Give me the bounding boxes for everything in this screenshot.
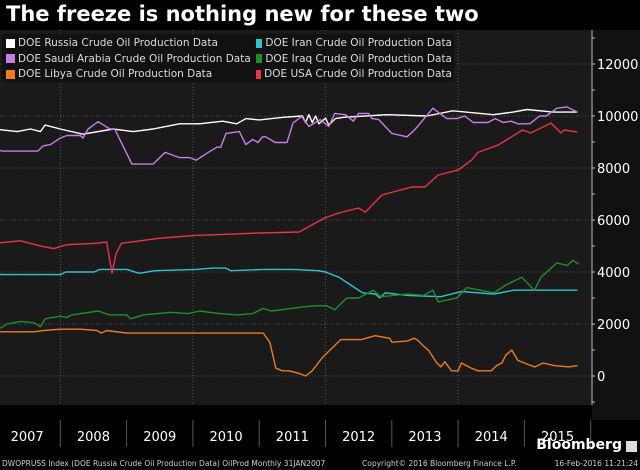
legend-swatch bbox=[256, 38, 263, 48]
y-tick-label: 4000 bbox=[597, 266, 630, 281]
axis-area bbox=[592, 30, 640, 420]
legend-label: DOE USA Crude Oil Production Data bbox=[264, 68, 452, 81]
series-line-libya bbox=[0, 328, 578, 377]
legend-item-iraq: DOE Iraq Crude Oil Production Data bbox=[252, 52, 452, 66]
footer-timestamp: 16-Feb-2016 11:21:24 bbox=[554, 459, 638, 468]
legend-label: DOE Russia Crude Oil Production Data bbox=[18, 37, 218, 49]
x-tick-label: 2009 bbox=[143, 430, 176, 445]
footer-copyright: Copyright© 2016 Bloomberg Finance L.P. bbox=[362, 459, 517, 468]
series-line-usa bbox=[0, 122, 578, 274]
footer-source: DWOPRUSS Index (DOE Russia Crude Oil Pro… bbox=[2, 459, 326, 468]
legend-swatch bbox=[6, 38, 15, 48]
legend-swatch bbox=[6, 54, 15, 64]
x-tick-label: 2007 bbox=[11, 430, 44, 445]
legend-label: DOE Libya Crude Oil Production Data bbox=[18, 68, 213, 81]
y-tick-label: 0 bbox=[597, 370, 605, 385]
legend-item-russia: DOE Russia Crude Oil Production Data bbox=[2, 36, 252, 50]
legend-swatch bbox=[256, 69, 262, 79]
legend: DOE Russia Crude Oil Production Data DOE… bbox=[2, 34, 454, 82]
series-line-iran bbox=[0, 267, 578, 299]
legend-swatch bbox=[6, 69, 15, 79]
bloomberg-logo: Bloomberg bbox=[536, 437, 622, 453]
footer: DWOPRUSS Index (DOE Russia Crude Oil Pro… bbox=[0, 459, 640, 470]
legend-label: DOE Iraq Crude Oil Production Data bbox=[265, 52, 452, 65]
legend-label: DOE Saudi Arabia Crude Oil Production Da… bbox=[18, 52, 251, 65]
y-tick-label: 2000 bbox=[597, 318, 630, 333]
x-tick-label: 2010 bbox=[210, 430, 243, 445]
legend-item-saudi-arabia: DOE Saudi Arabia Crude Oil Production Da… bbox=[2, 52, 252, 66]
x-axis-band bbox=[0, 420, 640, 447]
legend-item-iran: DOE Iran Crude Oil Production Data bbox=[252, 36, 452, 50]
x-tick-label: 2013 bbox=[408, 430, 441, 445]
x-tick-label: 2008 bbox=[77, 430, 110, 445]
x-tick-label: 2014 bbox=[475, 430, 508, 445]
y-tick-label: 6000 bbox=[597, 214, 630, 229]
x-tick-label: 2012 bbox=[342, 430, 375, 445]
y-tick-label: 12000 bbox=[597, 58, 638, 73]
y-tick-label: 8000 bbox=[597, 162, 630, 177]
legend-label: DOE Iran Crude Oil Production Data bbox=[265, 37, 452, 49]
x-tick-label: 2015 bbox=[541, 430, 574, 445]
plot-area bbox=[0, 30, 592, 405]
series-line-saudi bbox=[0, 106, 578, 165]
bloomberg-terminal-icon bbox=[626, 441, 637, 452]
series-line-iraq bbox=[0, 259, 580, 330]
legend-swatch bbox=[256, 54, 263, 64]
series-line-russia bbox=[0, 108, 578, 135]
chart-title: The freeze is nothing new for these two bbox=[6, 2, 479, 26]
y-tick-label: 10000 bbox=[597, 110, 638, 125]
x-tick-label: 2011 bbox=[276, 430, 309, 445]
legend-item-libya: DOE Libya Crude Oil Production Data bbox=[2, 67, 252, 81]
legend-item-usa: DOE USA Crude Oil Production Data bbox=[252, 67, 452, 81]
